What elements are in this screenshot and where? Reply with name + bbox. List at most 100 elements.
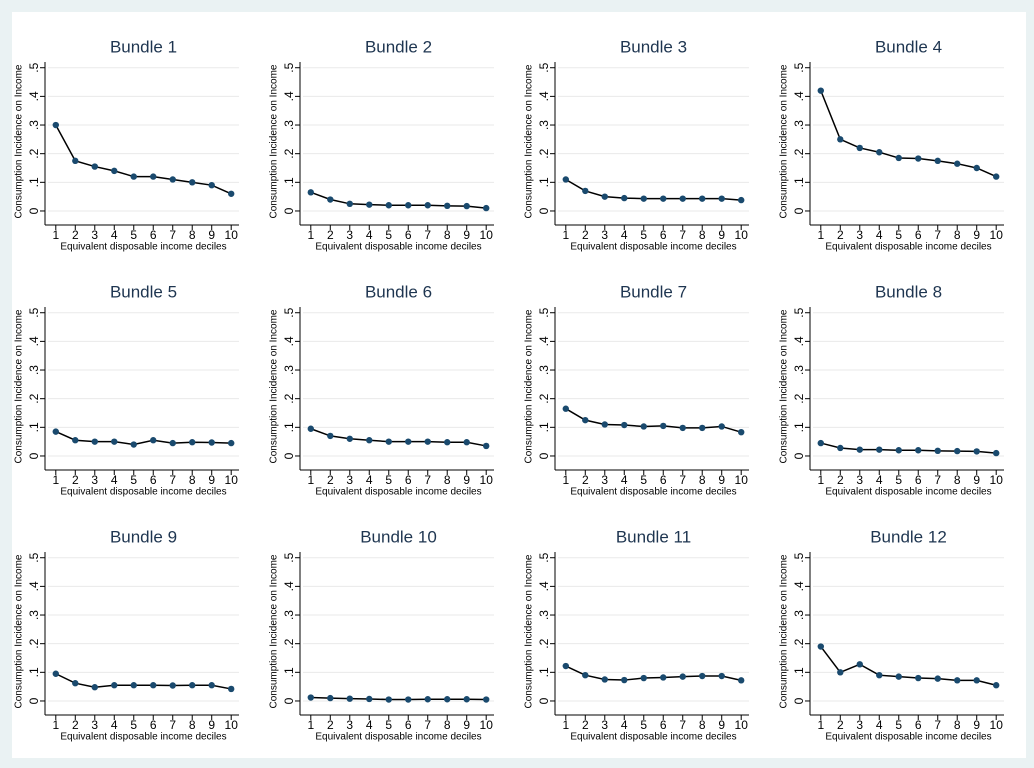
x-tick-label: 7	[169, 228, 176, 242]
x-tick-label: 7	[934, 473, 941, 487]
x-tick-label: 4	[876, 228, 883, 242]
data-point	[738, 428, 745, 436]
data-point	[876, 149, 883, 156]
data-point	[973, 448, 980, 455]
x-tick-label: 5	[895, 473, 902, 487]
y-axis-title: Consumption Incidence on Income	[524, 64, 535, 218]
x-tick-label: 4	[876, 473, 883, 487]
chart-title: Bundle 12	[870, 527, 947, 546]
y-tick-label: .3	[282, 120, 296, 130]
data-point	[934, 157, 941, 165]
x-tick-label: 3	[856, 718, 863, 732]
x-tick-label: 4	[876, 718, 883, 732]
y-tick-label: .4	[282, 91, 296, 101]
y-axis-title: Consumption Incidence on Income	[524, 309, 535, 463]
x-tick-label: 8	[444, 228, 451, 242]
data-point	[444, 202, 451, 210]
y-axis-title: Consumption Incidence on Income	[779, 64, 790, 218]
x-tick-label: 3	[346, 718, 353, 732]
data-point	[856, 661, 863, 668]
series-line	[565, 665, 742, 682]
y-tick-label: 0	[537, 452, 551, 459]
x-tick-label: 8	[444, 473, 451, 487]
data-point	[208, 181, 215, 189]
x-tick-label: 2	[72, 718, 79, 732]
x-tick-label: 6	[915, 228, 922, 242]
y-axis-title: Consumption Incidence on Income	[269, 554, 280, 708]
x-tick-label: 6	[150, 473, 157, 487]
data-point	[601, 193, 608, 200]
y-tick-label: .3	[27, 120, 41, 130]
x-tick-label: 5	[130, 718, 137, 732]
data-point	[738, 196, 745, 204]
series-line	[55, 124, 232, 195]
x-tick-label: 2	[72, 473, 79, 487]
x-tick-label: 6	[915, 718, 922, 732]
y-tick-label: .1	[282, 177, 296, 187]
y-tick-label: .5	[537, 62, 551, 72]
data-point	[837, 669, 844, 676]
x-tick-label: 5	[895, 718, 902, 732]
data-point	[208, 682, 215, 689]
chart-title: Bundle 11	[616, 527, 691, 546]
x-tick-label: 7	[679, 718, 686, 732]
x-tick-label: 10	[735, 718, 749, 732]
y-axis-title: Consumption Incidence on Income	[269, 309, 280, 463]
data-point	[91, 163, 98, 170]
x-tick-label: 3	[856, 228, 863, 242]
x-tick-label: 7	[934, 228, 941, 242]
data-point	[346, 435, 353, 442]
y-axis-title: Consumption Incidence on Income	[779, 554, 790, 708]
data-point	[228, 190, 235, 197]
data-point	[660, 195, 667, 202]
y-tick-label: .2	[27, 393, 41, 403]
x-tick-label: 3	[91, 718, 98, 732]
data-point	[934, 447, 941, 455]
x-tick-label: 1	[817, 718, 824, 732]
chart-title: Bundle 4	[875, 37, 942, 56]
data-point	[463, 696, 470, 703]
x-tick-label: 2	[327, 473, 334, 487]
data-point	[895, 673, 902, 680]
data-point	[405, 438, 412, 445]
x-tick-label: 8	[189, 718, 196, 732]
x-tick-label: 10	[225, 473, 239, 487]
x-tick-label: 4	[621, 473, 628, 487]
data-point	[189, 439, 196, 446]
chart-title: Bundle 8	[875, 282, 942, 301]
x-axis-title: Equivalent disposable income deciles	[60, 242, 226, 253]
x-tick-label: 1	[307, 718, 314, 732]
y-tick-label: .5	[282, 307, 296, 317]
y-tick-label: 0	[282, 697, 296, 704]
x-tick-label: 9	[208, 228, 215, 242]
data-point	[660, 422, 667, 430]
x-tick-label: 5	[385, 718, 392, 732]
data-point	[718, 195, 725, 202]
x-tick-label: 4	[111, 718, 118, 732]
x-tick-label: 7	[679, 228, 686, 242]
x-tick-label: 6	[660, 718, 667, 732]
x-tick-label: 3	[346, 473, 353, 487]
chart-title: Bundle 3	[620, 37, 687, 56]
y-tick-label: .3	[792, 610, 806, 620]
y-tick-label: .4	[27, 91, 41, 101]
y-axis-title: Consumption Incidence on Income	[14, 64, 25, 218]
x-tick-label: 7	[424, 718, 431, 732]
data-point	[111, 167, 118, 175]
data-point	[150, 682, 157, 689]
data-point	[189, 682, 196, 689]
data-point	[876, 671, 883, 679]
data-point	[483, 696, 490, 703]
y-tick-label: .4	[792, 336, 806, 346]
y-tick-label: .3	[282, 610, 296, 620]
y-tick-label: .4	[792, 581, 806, 591]
chart-title: Bundle 5	[110, 282, 177, 301]
data-point	[954, 447, 961, 455]
y-tick-label: 0	[537, 207, 551, 214]
x-axis-title: Equivalent disposable income deciles	[315, 242, 481, 253]
chart-title: Bundle 7	[620, 282, 687, 301]
data-point	[366, 695, 373, 703]
x-tick-label: 6	[660, 473, 667, 487]
y-tick-label: .1	[27, 422, 41, 432]
